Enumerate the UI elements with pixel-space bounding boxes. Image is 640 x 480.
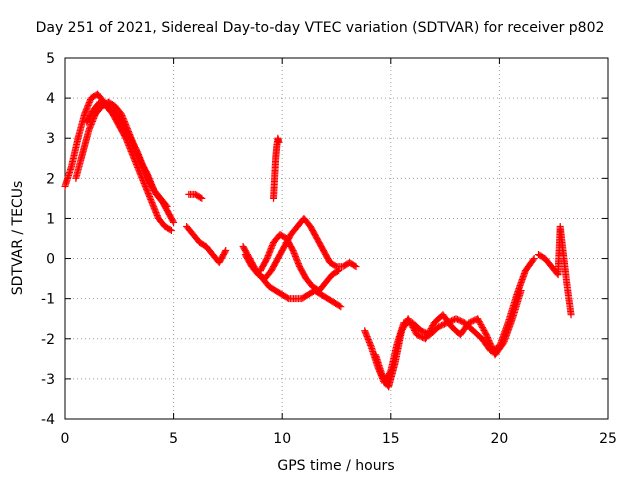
x-tick-label: 15 <box>382 431 400 447</box>
data-point <box>275 138 283 146</box>
y-tick-label: 2 <box>46 171 55 187</box>
grid-lines <box>65 58 608 419</box>
data-point <box>335 267 343 275</box>
y-tick-label: 3 <box>46 131 55 147</box>
data-point <box>170 218 178 226</box>
data-point-trace <box>197 194 205 202</box>
axis-ticks: 0 5 10 15 20 25 -4 -3 -2 -1 0 1 2 3 4 5 <box>41 51 617 447</box>
y-tick-label: -2 <box>41 332 55 348</box>
y-tick-label: -1 <box>41 292 55 308</box>
chart-title: Day 251 of 2021, Sidereal Day-to-day VTE… <box>36 20 605 36</box>
data-point-trace <box>333 267 341 275</box>
x-tick-label: 10 <box>273 431 291 447</box>
data-point <box>163 202 171 210</box>
data-point-trace <box>336 302 344 310</box>
data-point-trace <box>169 217 177 225</box>
data-point <box>517 287 525 295</box>
x-tick-label: 5 <box>169 431 178 447</box>
data-points <box>61 90 575 391</box>
data-point <box>337 303 345 311</box>
x-tick-label: 20 <box>490 431 508 447</box>
y-tick-label: 4 <box>46 91 55 107</box>
x-axis-label: GPS time / hours <box>277 458 394 474</box>
data-point-trace <box>221 248 229 256</box>
x-tick-label: 0 <box>61 431 70 447</box>
data-point <box>222 247 230 255</box>
data-point <box>530 255 538 263</box>
y-tick-label: 0 <box>46 252 55 268</box>
data-point-trace <box>529 256 537 264</box>
data-point <box>352 263 360 271</box>
y-tick-label: -4 <box>41 412 55 428</box>
x-tick-label: 25 <box>599 431 617 447</box>
plot-frame <box>64 57 609 420</box>
data-point-trace <box>162 201 170 209</box>
data-point <box>198 194 206 202</box>
data-point-trace <box>166 226 174 234</box>
y-tick-label: 1 <box>46 211 55 227</box>
data-point <box>567 311 575 319</box>
data-point <box>167 226 175 234</box>
data-point-trace <box>351 262 359 270</box>
y-axis-label: SDTVAR / TECUs <box>10 181 26 296</box>
y-tick-label: -3 <box>41 372 55 388</box>
y-tick-label: 5 <box>46 51 55 67</box>
